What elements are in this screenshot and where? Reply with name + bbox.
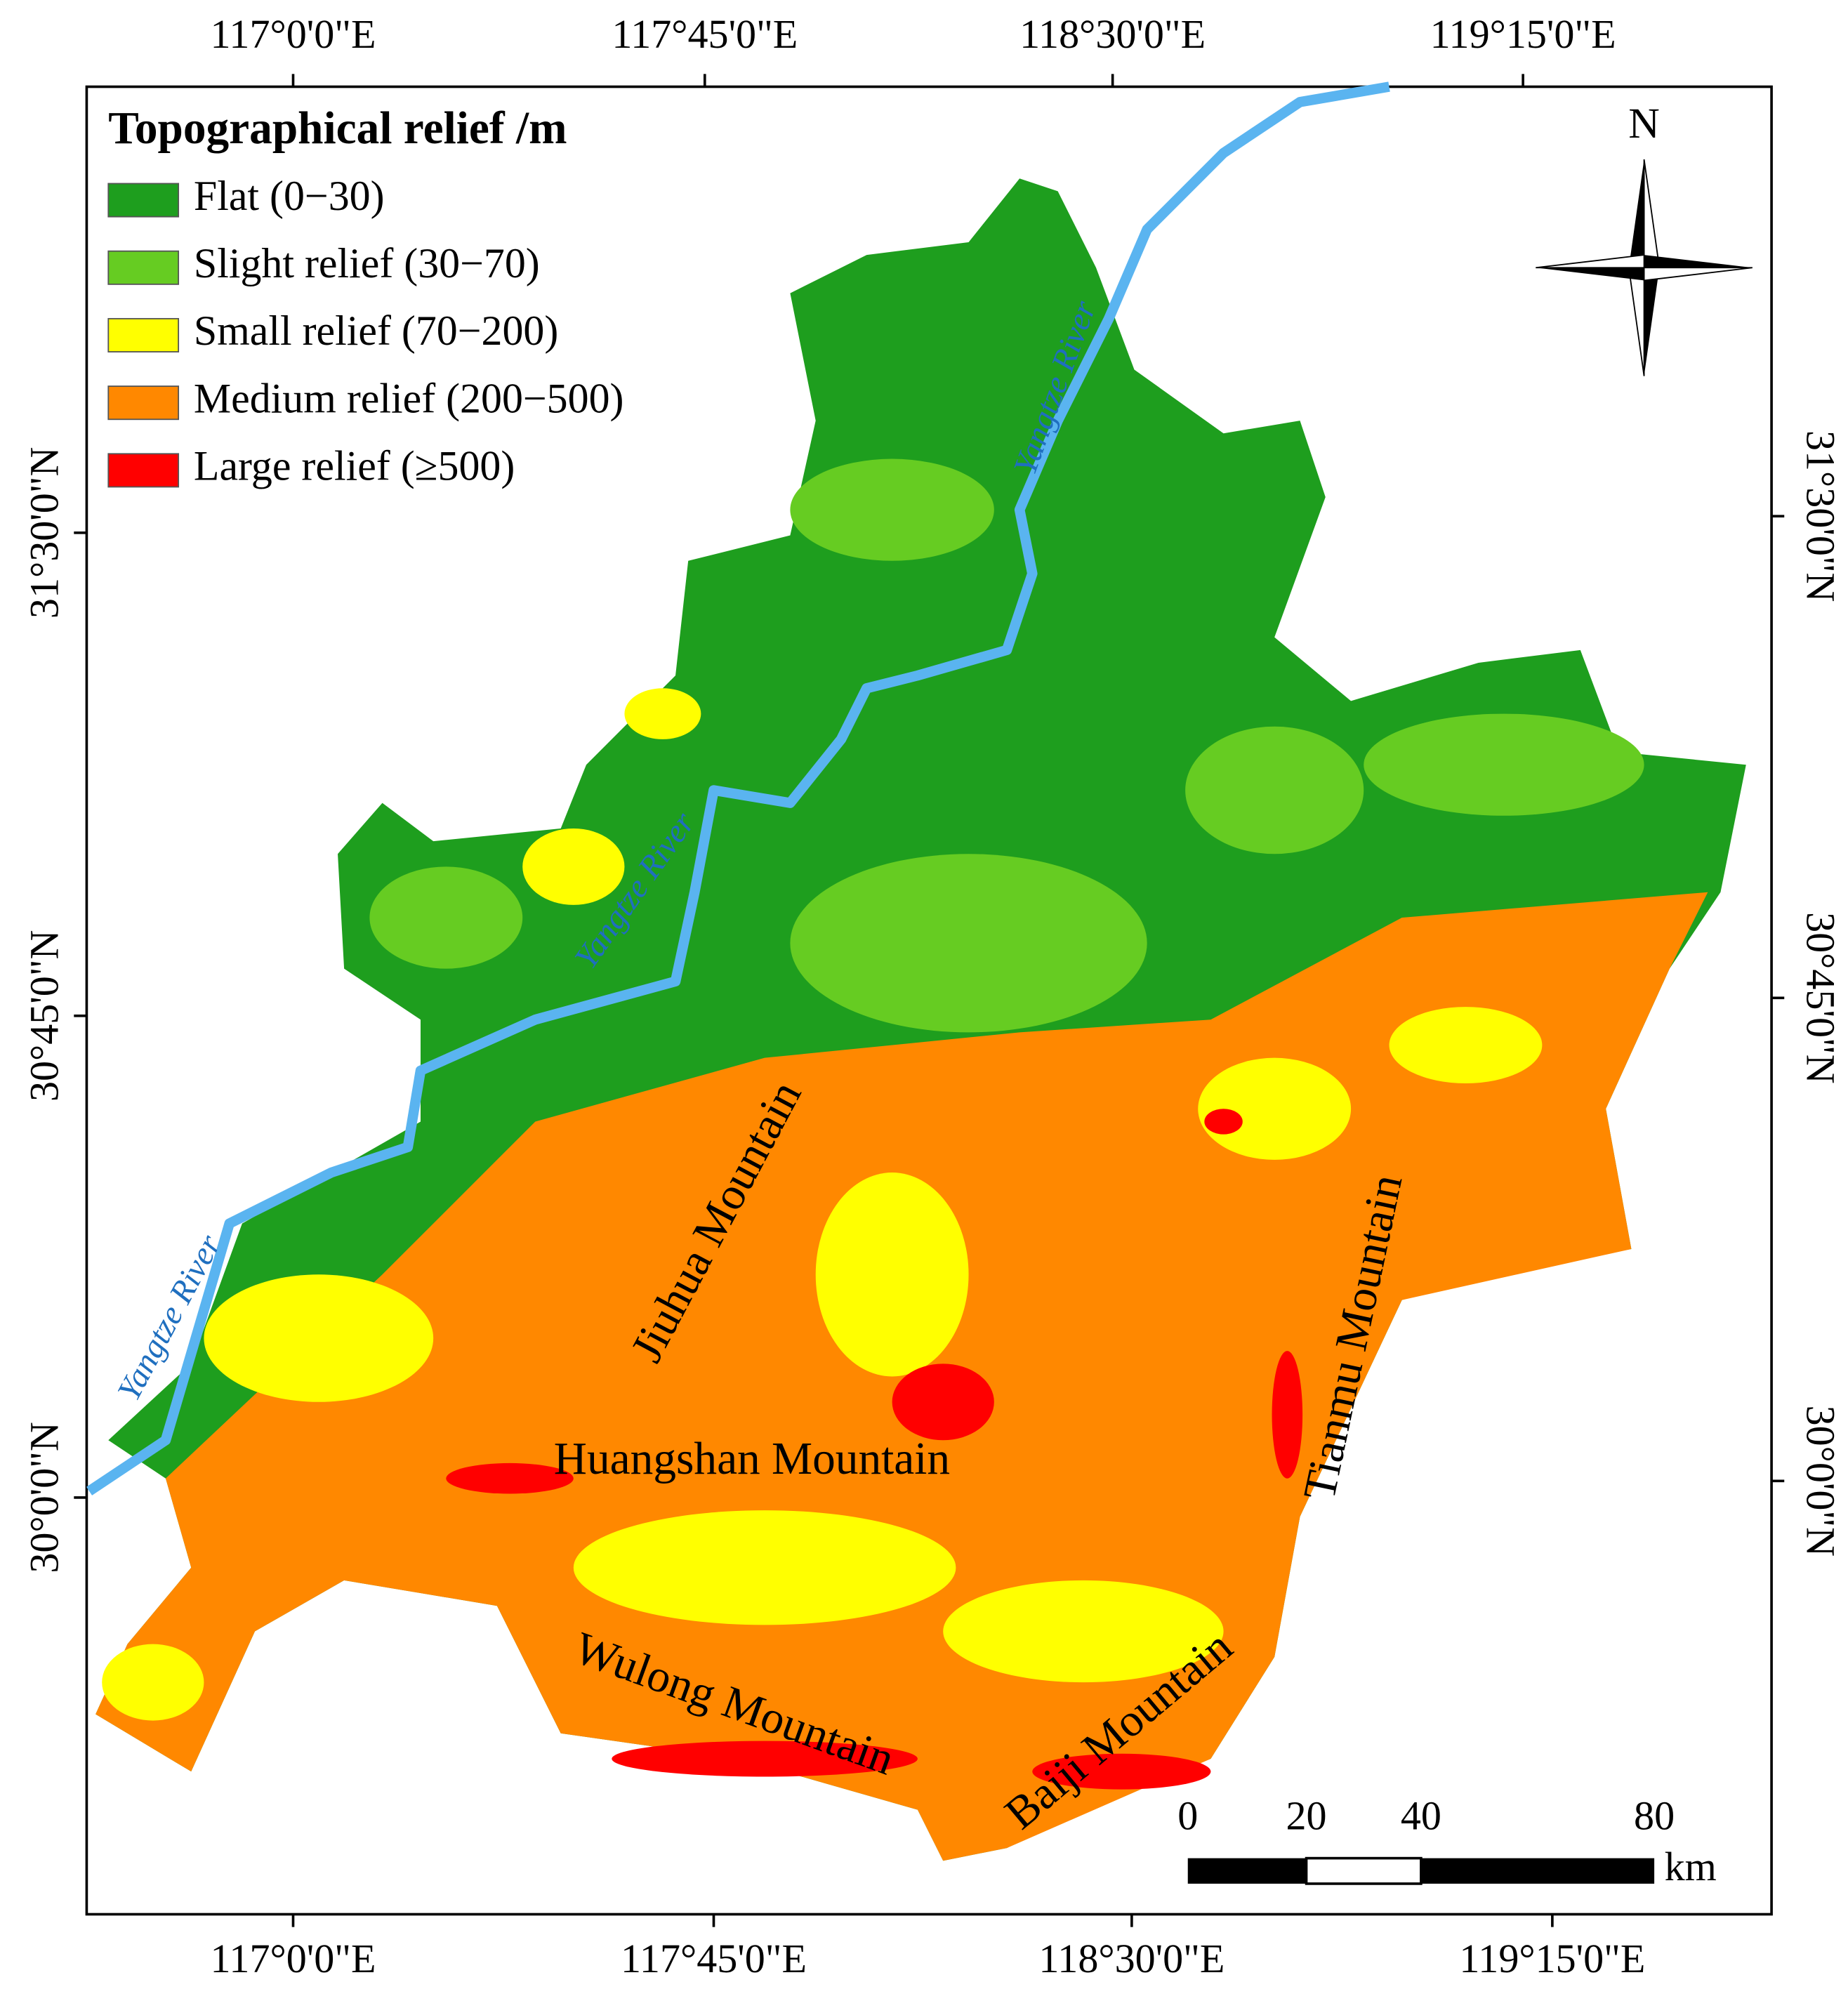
scale-label: 20	[1286, 1792, 1327, 1838]
scale-unit: km	[1665, 1844, 1717, 1889]
scale-label: 80	[1634, 1792, 1675, 1838]
region-slight	[369, 458, 1644, 1033]
left-coord-label: 31°30'0"N	[21, 447, 67, 619]
top-coord-label: 117°0'0"E	[211, 11, 376, 57]
north-label: N	[1628, 100, 1660, 147]
legend-label: Large relief (≥500)	[194, 443, 515, 489]
bottom-coord-label: 117°0'0"E	[211, 1936, 376, 1981]
top-coord-label: 117°45'0"E	[612, 11, 798, 57]
region-large	[446, 1109, 1303, 1790]
mountain-label: Huangshan Mountain	[554, 1434, 950, 1484]
legend-label: Medium relief (200−500)	[194, 375, 624, 421]
legend-label: Slight relief (30−70)	[194, 240, 540, 286]
legend-swatch	[107, 385, 180, 421]
legend-label: Flat (0−30)	[194, 173, 385, 219]
bottom-coord-label: 117°45'0"E	[621, 1936, 807, 1981]
scale-label: 0	[1177, 1792, 1198, 1838]
right-coord-label: 31°30'0"N	[1797, 430, 1843, 602]
terrain	[95, 178, 1746, 1861]
left-coord-label: 30°45'0"N	[21, 930, 67, 1102]
scale-bar	[1187, 1856, 1655, 1885]
scale-label: 40	[1401, 1792, 1441, 1838]
region-small	[102, 688, 1543, 1721]
top-coord-label: 119°15'0"E	[1430, 11, 1616, 57]
legend-swatch	[107, 250, 180, 285]
legend-swatch	[107, 453, 180, 488]
right-coord-label: 30°0'0"N	[1797, 1406, 1843, 1557]
river	[86, 81, 1390, 1495]
bottom-coord-label: 119°15'0"E	[1459, 1936, 1645, 1981]
legend-title: Topographical relief /m	[108, 103, 567, 154]
north-arrow	[1536, 159, 1753, 376]
legend-swatch	[107, 183, 180, 218]
bottom-coord-label: 118°30'0"E	[1038, 1936, 1225, 1981]
top-coord-label: 118°30'0"E	[1019, 11, 1206, 57]
legend-swatch	[107, 317, 180, 352]
legend-label: Small relief (70−200)	[194, 308, 558, 354]
left-coord-label: 30°0'0"N	[21, 1422, 67, 1573]
right-coord-label: 30°45'0"N	[1797, 912, 1843, 1084]
